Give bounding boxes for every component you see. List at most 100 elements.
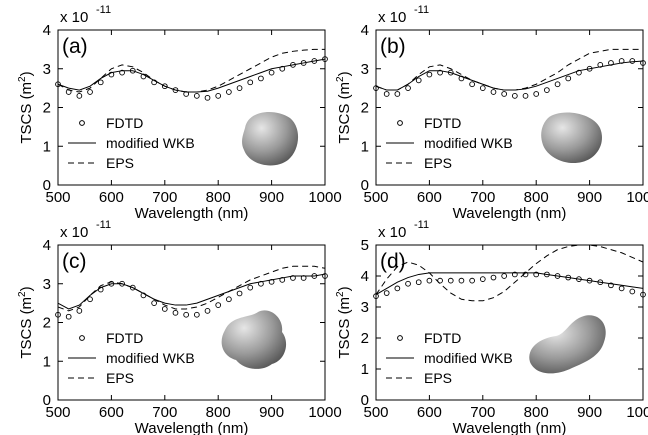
y-axis-label-sup: 2	[335, 76, 346, 82]
panel-label: (d)	[380, 250, 406, 273]
y-multiplier: x 10	[60, 224, 88, 241]
data-point	[204, 94, 211, 101]
data-point	[247, 284, 254, 291]
axes-frame	[375, 244, 644, 401]
data-point	[544, 87, 550, 93]
data-point	[618, 285, 625, 292]
x-tick-label: 700	[152, 404, 177, 421]
data-point	[215, 93, 222, 99]
data-point	[215, 302, 222, 308]
legend-label: modified WKB	[106, 135, 195, 151]
data-point	[629, 288, 636, 295]
data-point	[479, 85, 486, 91]
x-axis-label: Wavelength (nm)	[453, 205, 567, 222]
y-tick-label: 3	[43, 61, 51, 78]
data-point	[129, 284, 136, 291]
data-point	[172, 309, 179, 316]
data-point	[161, 83, 168, 90]
legend-label: modified WKB	[424, 350, 513, 366]
y-axis-label-text: TSCS (m	[18, 82, 35, 144]
legend-label: FDTD	[424, 330, 461, 346]
data-point	[405, 85, 411, 91]
y-exponent: -11	[96, 4, 111, 16]
data-point	[405, 280, 411, 287]
panel: 0 1 2 3 4 500 600 700 800 900 1000 Wavelength (nm) T…	[335, 4, 648, 222]
panel-label: (a)	[62, 35, 88, 58]
data-point	[383, 91, 390, 97]
y-axis-label-end: )	[336, 71, 353, 76]
data-point	[76, 308, 83, 314]
legend-label: FDTD	[106, 115, 143, 131]
y-tick-label: 3	[361, 61, 369, 78]
y-multiplier: x 10	[378, 9, 406, 26]
data-point	[226, 89, 232, 95]
y-tick-label: 2	[361, 100, 369, 117]
y-tick-label: 0	[43, 177, 51, 194]
data-point	[394, 285, 401, 292]
y-tick-label: 4	[43, 22, 51, 39]
x-tick-label: 700	[152, 189, 177, 206]
y-axis-label-sup: 2	[335, 291, 346, 297]
data-point	[415, 279, 422, 286]
data-point	[87, 89, 93, 95]
panel: 0 1 2 3 4 500 600 700 800 900 1000 Wavelength (nm) T…	[17, 219, 342, 435]
x-tick-label: 800	[206, 404, 231, 421]
axes-frame	[57, 244, 326, 401]
data-point	[193, 311, 200, 318]
panel: 0 1 2 3 4 500 600 700 800 900 1000 Wavelength (nm) T…	[17, 4, 342, 222]
data-point	[629, 58, 636, 64]
y-tick-label: 2	[43, 100, 51, 117]
data-point	[87, 296, 93, 303]
y-tick-label: 2	[43, 315, 51, 332]
data-point	[226, 296, 232, 303]
panel-label: (b)	[380, 35, 406, 58]
y-tick-label: 5	[361, 237, 369, 254]
data-point	[554, 81, 561, 88]
series-line	[376, 60, 643, 91]
legend-label: EPS	[424, 370, 452, 386]
data-point	[501, 91, 508, 97]
data-point	[426, 71, 433, 78]
x-tick-label: 900	[259, 404, 284, 421]
series-line	[58, 273, 325, 310]
y-tick-label: 1	[43, 353, 51, 370]
series-line	[376, 272, 643, 296]
y-axis-label: TSCS (m2)	[335, 286, 353, 358]
y-axis-label-text: TSCS (m	[336, 82, 353, 144]
y-axis-label-end: )	[336, 286, 353, 291]
data-point	[490, 89, 497, 95]
particle-icons	[221, 112, 606, 374]
legend-label: modified WKB	[106, 350, 195, 366]
x-tick-label: 800	[524, 189, 549, 206]
data-point	[469, 81, 475, 88]
data-point	[236, 290, 243, 297]
series-line	[376, 245, 643, 302]
data-point	[97, 79, 104, 86]
x-axis-label: Wavelength (nm)	[135, 420, 249, 435]
y-tick-label: 1	[361, 361, 369, 378]
y-tick-label: 0	[361, 392, 369, 409]
data-point	[76, 93, 83, 99]
data-point	[204, 308, 211, 314]
x-tick-label: 600	[417, 189, 442, 206]
data-point	[458, 277, 465, 284]
y-multiplier: x 10	[60, 9, 88, 26]
x-tick-label: 500	[363, 404, 388, 421]
legend-label: FDTD	[424, 115, 461, 131]
data-point	[193, 93, 200, 99]
data-point	[490, 274, 497, 281]
y-axis-label-text: TSCS (m	[336, 297, 353, 359]
particle-c	[221, 310, 287, 369]
x-tick-label: 500	[363, 189, 388, 206]
y-axis-label-end: )	[18, 71, 35, 76]
y-tick-label: 1	[361, 138, 369, 155]
data-point	[394, 91, 401, 97]
x-tick-label: 700	[470, 404, 495, 421]
x-tick-label: 600	[417, 404, 442, 421]
particle-b	[541, 112, 602, 164]
y-tick-label: 0	[43, 392, 51, 409]
y-exponent: -11	[414, 219, 429, 231]
x-tick-label: 600	[99, 404, 124, 421]
data-point	[501, 273, 508, 279]
